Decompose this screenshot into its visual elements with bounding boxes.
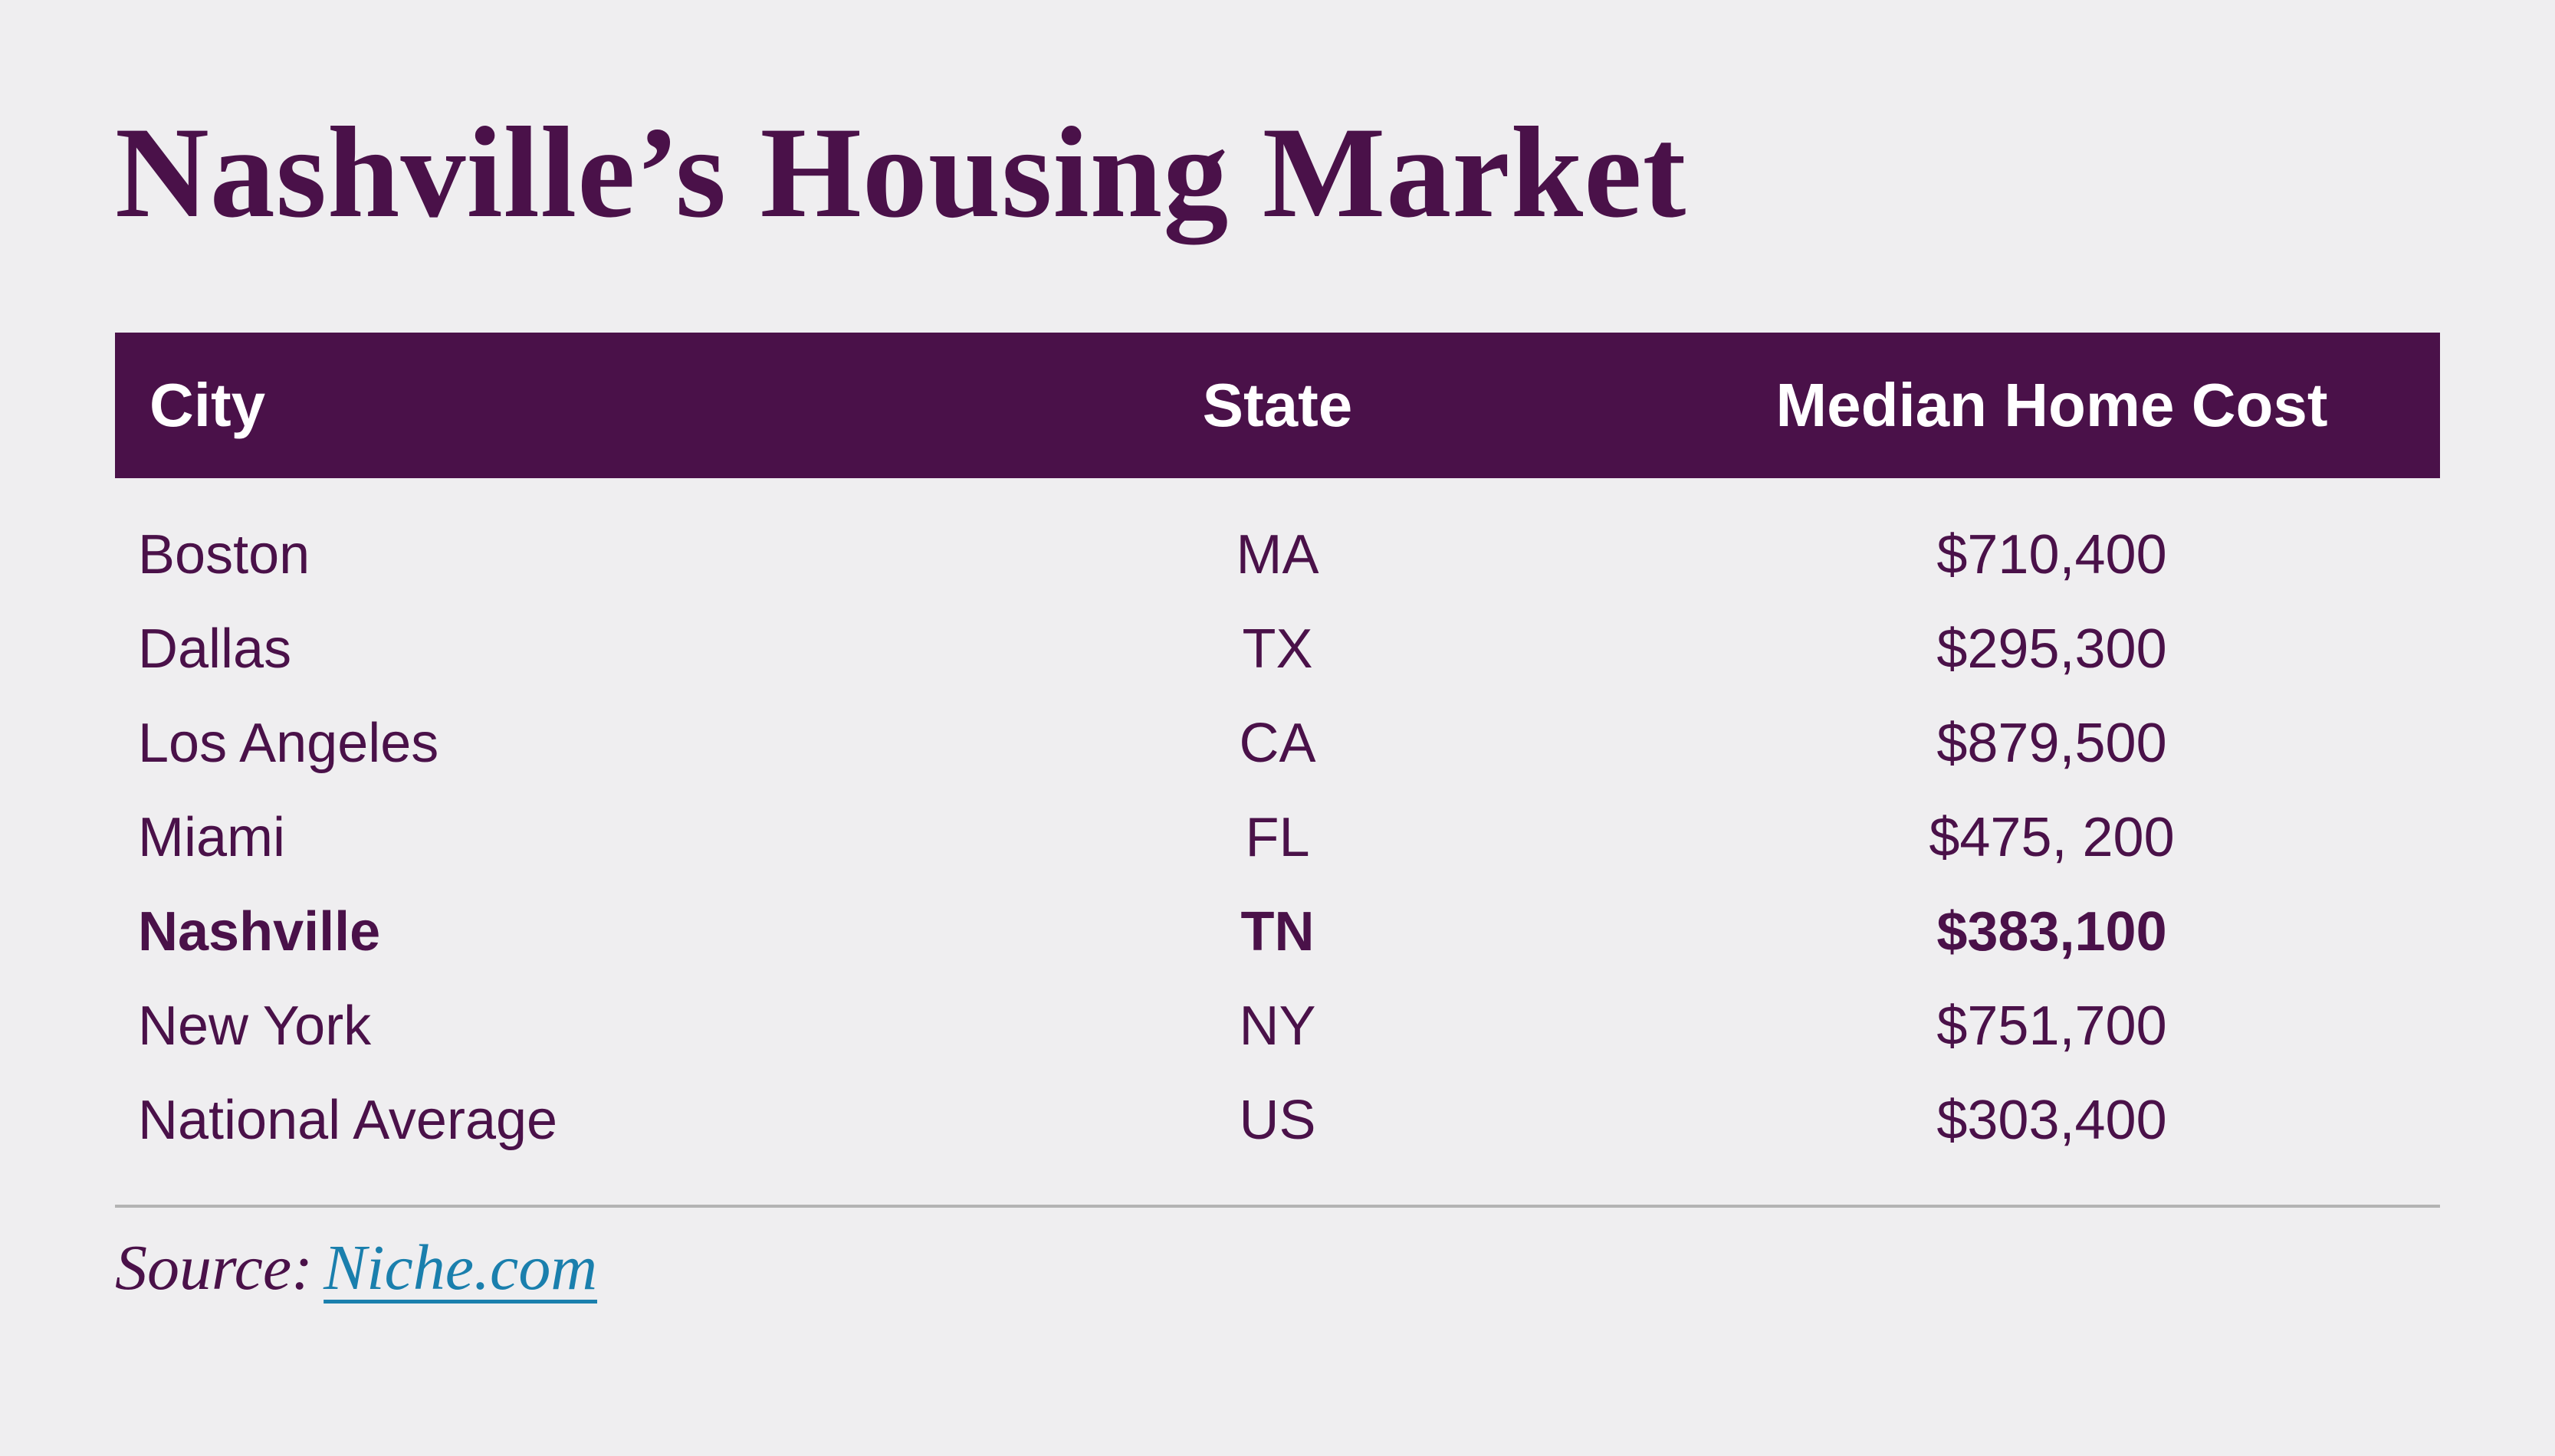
table-body: Boston MA $710,400 Dallas TX $295,300 Lo… [115,478,2440,1167]
divider-line [115,1205,2440,1208]
cell-state: TX [1242,618,1313,680]
cell-median-home-cost: $751,700 [1936,995,2167,1057]
table-row: Dallas TX $295,300 [115,602,2440,696]
cell-state: MA [1236,523,1319,585]
source-line: Source: Niche.com [115,1231,597,1305]
cell-city: Los Angeles [138,712,439,774]
cell-state: TN [1240,900,1315,962]
column-header-median-home-cost: Median Home Cost [1775,371,2328,439]
cell-median-home-cost: $710,400 [1936,523,2167,585]
cell-state: NY [1239,995,1316,1057]
cell-median-home-cost: $475, 200 [1929,806,2175,868]
table-row: Los Angeles CA $879,500 [115,696,2440,790]
cell-city: Nashville [138,900,381,962]
cell-median-home-cost: $303,400 [1936,1089,2167,1151]
page-title: Nashville’s Housing Market [115,100,1687,244]
source-link[interactable]: Niche.com [323,1232,598,1304]
cell-median-home-cost: $383,100 [1936,900,2167,962]
table-row: New York NY $751,700 [115,979,2440,1073]
cell-city: Dallas [138,618,292,680]
table-header-row: City State Median Home Cost [115,333,2440,478]
source-label: Source: [115,1232,314,1304]
column-header-state: State [1202,371,1353,439]
cell-city: Miami [138,806,285,868]
cell-state: FL [1245,806,1310,868]
table-row: National Average US $303,400 [115,1073,2440,1167]
cell-city: New York [138,995,372,1057]
table-row: Boston MA $710,400 [115,507,2440,602]
cell-state: CA [1239,712,1316,774]
cell-median-home-cost: $879,500 [1936,712,2167,774]
cell-city: Boston [138,523,310,585]
cell-median-home-cost: $295,300 [1936,618,2167,680]
column-header-city: City [149,371,266,439]
cell-city: National Average [138,1089,558,1151]
table-row: Miami FL $475, 200 [115,790,2440,884]
cell-state: US [1239,1089,1316,1151]
table-row: Nashville TN $383,100 [115,884,2440,979]
